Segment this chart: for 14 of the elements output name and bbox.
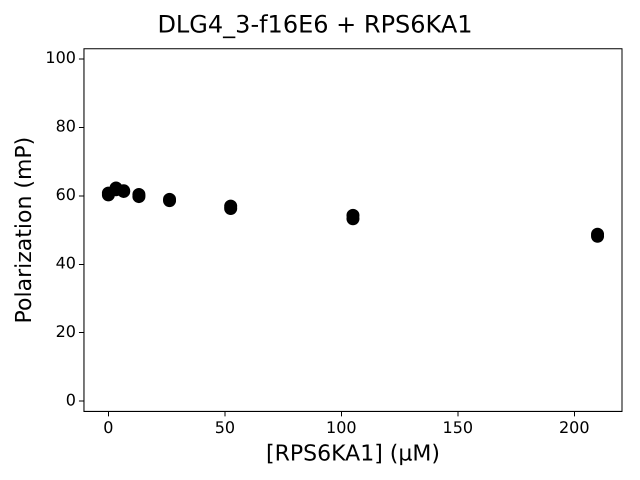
x-tick-label: 50 — [214, 418, 236, 438]
y-tick-label: 40 — [56, 253, 76, 272]
chart-title: DLG4_3-f16E6 + RPS6KA1 — [157, 10, 473, 39]
y-axis-title: Polarization (mP) — [12, 136, 37, 324]
y-tick-label: 100 — [45, 48, 76, 68]
x-tick-label: 0 — [103, 418, 114, 438]
y-tick-label: 0 — [66, 390, 76, 410]
y-tick-label: 80 — [56, 116, 76, 136]
x-tick-label: 100 — [326, 418, 357, 438]
x-tick-label: 150 — [442, 418, 474, 438]
y-tick-label: 20 — [56, 322, 76, 341]
y-tick-label: 60 — [56, 185, 76, 204]
x-tick-label: 200 — [558, 418, 590, 438]
x-axis-title: [RPS6KA1] (µM) — [266, 442, 440, 467]
